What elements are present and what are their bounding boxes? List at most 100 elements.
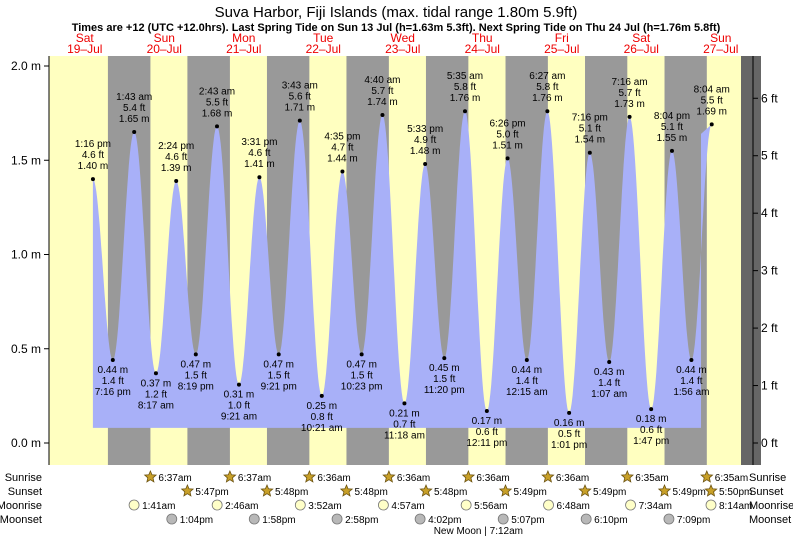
sunrise-time: 6:36am xyxy=(397,473,430,484)
moonrise-entry: 7:34am xyxy=(625,499,672,512)
sun-icon xyxy=(620,469,634,483)
tide-label: 1.5 ft xyxy=(433,374,455,385)
tide-label: 1.76 m xyxy=(532,93,563,104)
moonrise-entry: 2:46am xyxy=(211,499,259,512)
day-of-week-label: Sun xyxy=(710,31,731,45)
tide-label: 5:35 am xyxy=(447,71,483,82)
tide-label: 1.4 ft xyxy=(102,376,124,387)
sun-icon xyxy=(578,483,592,497)
tide-point xyxy=(442,356,447,361)
date-label: 20–Jul xyxy=(147,42,182,56)
moonset-icon xyxy=(414,513,426,525)
moonset-time: 2:58pm xyxy=(345,515,378,526)
row-label-right: Moonset xyxy=(749,514,791,526)
tide-label: 3:31 pm xyxy=(241,137,277,148)
tide-point xyxy=(649,407,654,412)
low-tide-marker: 0.44 m1.4 ft1:56 am xyxy=(673,358,709,398)
date-label: 26–Jul xyxy=(624,42,659,56)
left-tick-label: 2.0 m xyxy=(11,59,41,73)
low-tide-marker: 0.43 m1.4 ft1:07 am xyxy=(591,359,627,400)
axes: 0.0 m 0.5 m 1.0 m 1.5 m 2.0 m 0 ft 1 ft 2 ft 3 f… xyxy=(11,56,778,465)
tide-point xyxy=(276,352,281,357)
high-tide-marker: 7:16 am5.7 ft1.73 m xyxy=(612,77,648,119)
tide-label: 10:23 pm xyxy=(341,381,383,392)
tide-label: 0.6 ft xyxy=(476,427,498,438)
low-tide-marker: 0.16 m0.5 ft1:01 pm xyxy=(551,410,587,451)
right-edge-band xyxy=(741,56,761,465)
moonset-icon xyxy=(331,513,343,525)
tide-area xyxy=(92,111,712,428)
row-label-right: Moonrise xyxy=(749,500,793,512)
tide-label: 4:35 pm xyxy=(324,132,360,143)
tide-label: 0.7 ft xyxy=(393,419,415,430)
sun-icon xyxy=(541,469,555,483)
sunset-time: 5:49pm xyxy=(593,487,626,498)
tide-label: 1:07 am xyxy=(591,389,627,400)
low-tide-marker: 0.18 m0.6 ft1:47 pm xyxy=(633,407,669,447)
low-tide-marker: 0.47 m1.5 ft8:19 pm xyxy=(178,352,214,392)
tide-label: 4.7 ft xyxy=(331,143,353,154)
tide-point xyxy=(174,178,179,183)
tide-label: 1:56 am xyxy=(673,387,709,398)
high-tide-marker: 7:16 pm5.1 ft1.54 m xyxy=(572,113,608,155)
tide-label: 1.4 ft xyxy=(598,378,620,389)
moonset-icon xyxy=(663,513,675,525)
tide-label: 1.44 m xyxy=(327,154,358,165)
moonset-time: 4:02pm xyxy=(428,515,461,526)
tide-label: 5.1 ft xyxy=(661,122,683,133)
tide-label: 5.6 ft xyxy=(289,92,311,103)
date-label: 23–Jul xyxy=(385,42,420,56)
moonset-time: 7:09pm xyxy=(677,515,710,526)
tide-label: 8:19 pm xyxy=(178,381,214,392)
moonrise-icon xyxy=(128,499,140,511)
tide-label: 1.54 m xyxy=(575,135,606,146)
sun-icon xyxy=(302,469,317,483)
date-label: 19–Jul xyxy=(67,42,102,56)
row-label-left: Sunset xyxy=(8,486,42,498)
tide-point xyxy=(423,162,428,167)
row-label-left: Moonset xyxy=(0,514,42,526)
day-of-week-label: Fri xyxy=(555,31,569,45)
tide-point xyxy=(380,113,385,118)
tide-label: 6:27 am xyxy=(529,71,565,82)
sun-icon xyxy=(461,469,476,483)
moonrise-time: 3:52am xyxy=(308,501,341,512)
tide-label: 11:20 pm xyxy=(424,385,465,396)
tide-label: 0.25 m xyxy=(306,401,337,412)
tide-point xyxy=(340,169,345,174)
date-label: 27–Jul xyxy=(703,42,738,56)
sunrise-time: 6:37am xyxy=(158,473,191,484)
tide-label: 12:15 am xyxy=(506,387,548,398)
tide-label: 1:43 am xyxy=(116,92,152,103)
sunrise-time: 6:35am xyxy=(635,473,668,484)
tide-point xyxy=(567,410,572,415)
tide-point xyxy=(709,122,714,127)
moonset-time: 6:10pm xyxy=(594,515,627,526)
sun-icon xyxy=(498,483,513,497)
high-tide-marker: 8:04 pm5.1 ft1.55 m xyxy=(654,111,690,153)
date-label: 25–Jul xyxy=(544,42,579,56)
sunrise-entry: 6:37am xyxy=(223,469,271,484)
tide-label: 0.44 m xyxy=(676,365,707,376)
sunset-time: 5:48pm xyxy=(354,487,387,498)
sunset-entry: 5:49pm xyxy=(657,483,706,498)
sunrise-entry: 6:36am xyxy=(541,469,589,484)
tide-point xyxy=(153,371,158,376)
tide-label: 1:16 pm xyxy=(75,139,111,150)
tide-point xyxy=(297,118,302,123)
moonrise-icon xyxy=(377,499,389,511)
sunrise-entry: 6:35am xyxy=(700,469,748,484)
day-of-week-label: Sat xyxy=(632,31,651,45)
high-tide-marker: 1:43 am5.4 ft1.65 m xyxy=(116,92,152,134)
tide-label: 5:33 pm xyxy=(407,124,443,135)
right-tick-label: 1 ft xyxy=(761,379,778,393)
tide-point xyxy=(236,382,241,387)
low-tide-marker: 0.37 m1.2 ft8:17 am xyxy=(138,371,174,411)
tide-label: 0.47 m xyxy=(346,359,377,370)
moonrise-icon xyxy=(211,499,223,511)
tide-label: 1:01 pm xyxy=(551,440,587,451)
tide-point xyxy=(545,109,550,114)
tide-label: 3:43 am xyxy=(282,81,318,92)
